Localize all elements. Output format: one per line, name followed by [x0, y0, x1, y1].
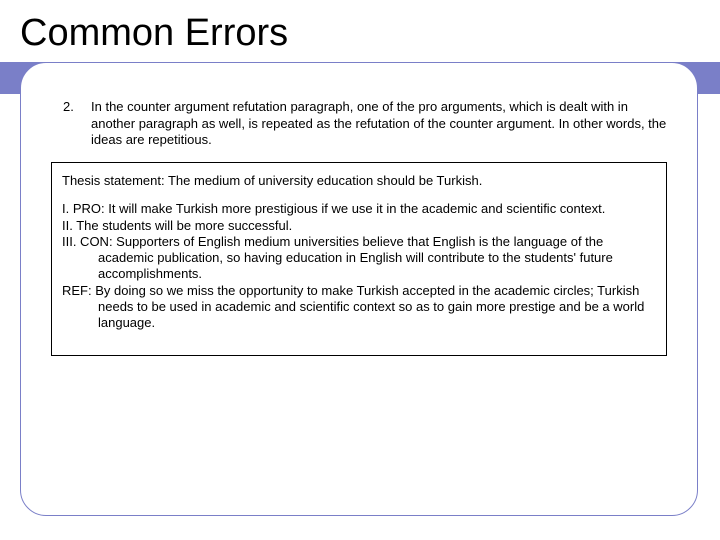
numbered-item: 2. In the counter argument refutation pa…: [63, 99, 667, 148]
item-text: In the counter argument refutation parag…: [91, 99, 667, 148]
point-2: II. The students will be more successful…: [62, 218, 656, 234]
point-4: REF: By doing so we miss the opportunity…: [62, 283, 656, 332]
content-frame: 2. In the counter argument refutation pa…: [20, 62, 698, 516]
page-title: Common Errors: [20, 12, 720, 55]
point-3: III. CON: Supporters of English medium u…: [62, 234, 656, 283]
point-1: I. PRO: It will make Turkish more presti…: [62, 201, 656, 217]
thesis-statement: Thesis statement: The medium of universi…: [62, 173, 656, 189]
example-box: Thesis statement: The medium of universi…: [51, 162, 667, 356]
item-number: 2.: [63, 99, 83, 115]
